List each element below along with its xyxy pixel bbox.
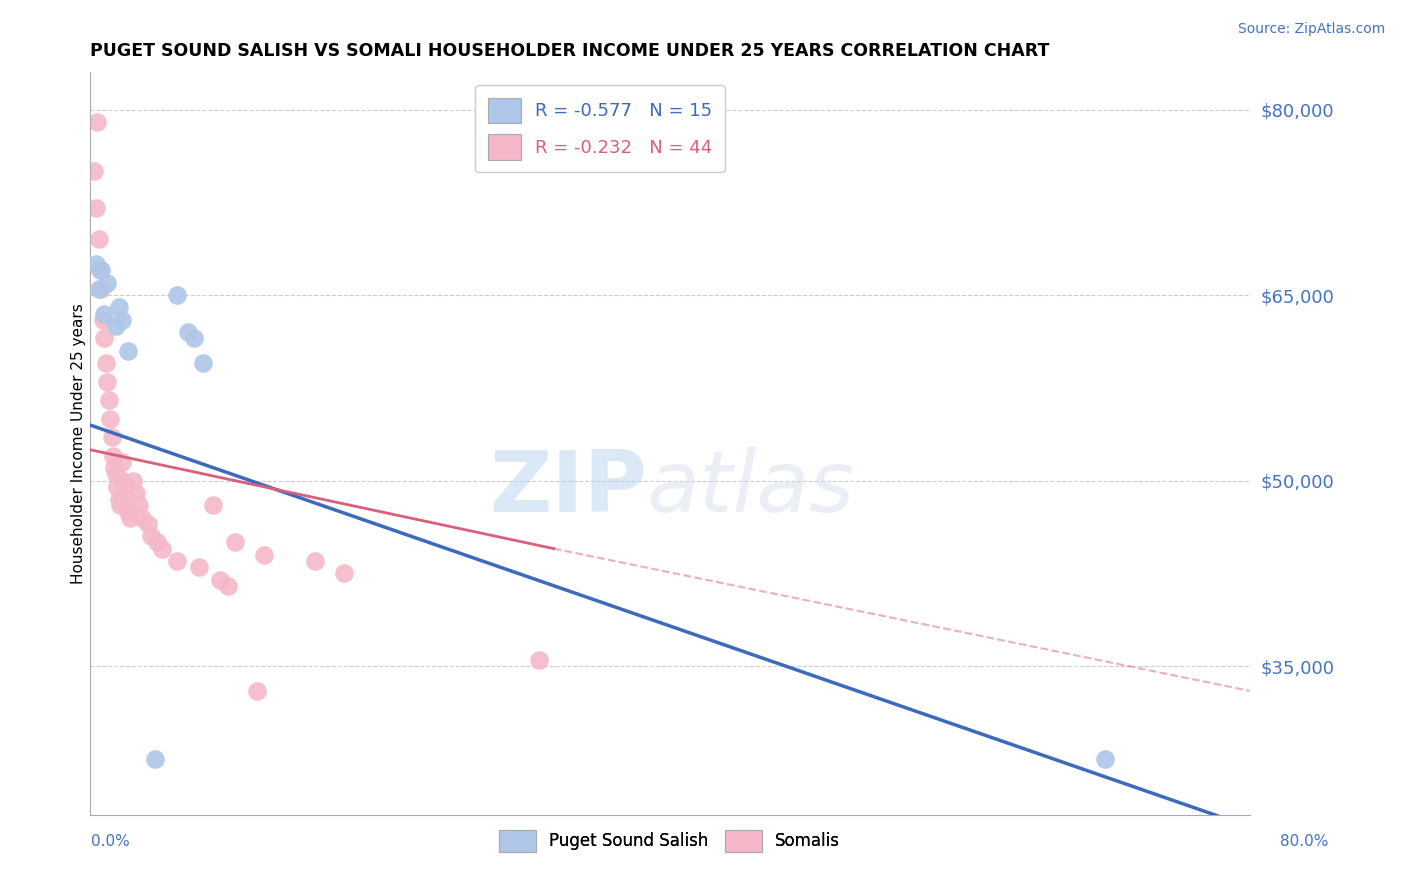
Point xyxy=(112,474,135,488)
Point xyxy=(103,461,125,475)
Point xyxy=(117,343,139,358)
Point xyxy=(1094,752,1116,766)
Point xyxy=(332,566,354,581)
Point xyxy=(245,684,267,698)
Legend: Puget Sound Salish, Somalis: Puget Sound Salish, Somalis xyxy=(492,823,846,858)
Point xyxy=(84,202,107,216)
Point xyxy=(93,331,115,345)
Text: 0.0%: 0.0% xyxy=(91,834,131,849)
Point xyxy=(87,282,110,296)
Point xyxy=(100,430,122,444)
Text: atlas: atlas xyxy=(647,447,855,530)
Point xyxy=(90,282,112,296)
Point xyxy=(125,486,148,500)
Point xyxy=(90,263,112,277)
Point xyxy=(108,301,131,315)
Point xyxy=(104,467,127,482)
Point xyxy=(87,232,110,246)
Point xyxy=(224,535,246,549)
Point xyxy=(93,307,115,321)
Point xyxy=(98,411,121,425)
Point xyxy=(143,752,166,766)
Point xyxy=(105,480,128,494)
Point xyxy=(117,504,139,518)
Text: ZIP: ZIP xyxy=(489,447,647,530)
Text: 80.0%: 80.0% xyxy=(1281,834,1329,849)
Point xyxy=(94,356,117,370)
Point xyxy=(114,480,136,494)
Point xyxy=(86,115,108,129)
Point xyxy=(191,356,214,370)
Point xyxy=(84,257,107,271)
Point xyxy=(217,579,239,593)
Point xyxy=(110,499,132,513)
Point xyxy=(304,554,326,568)
Point xyxy=(139,529,162,543)
Point xyxy=(177,325,200,339)
Text: PUGET SOUND SALISH VS SOMALI HOUSEHOLDER INCOME UNDER 25 YEARS CORRELATION CHART: PUGET SOUND SALISH VS SOMALI HOUSEHOLDER… xyxy=(90,42,1049,60)
Point xyxy=(111,455,134,469)
Point xyxy=(128,499,150,513)
Point xyxy=(166,288,188,302)
Point xyxy=(108,492,131,507)
Point xyxy=(131,510,153,524)
Text: Source: ZipAtlas.com: Source: ZipAtlas.com xyxy=(1237,22,1385,37)
Point xyxy=(122,474,145,488)
Point xyxy=(136,516,159,531)
Point xyxy=(115,492,138,507)
Point xyxy=(120,510,142,524)
Point xyxy=(97,393,120,408)
Point xyxy=(111,313,134,327)
Point xyxy=(187,560,209,574)
Point xyxy=(89,263,111,277)
Point xyxy=(209,573,232,587)
Point xyxy=(96,276,118,290)
Point xyxy=(145,535,167,549)
Point xyxy=(253,548,276,562)
Point xyxy=(529,653,551,667)
Point xyxy=(104,318,127,333)
Point xyxy=(166,554,188,568)
Point xyxy=(96,375,118,389)
Y-axis label: Householder Income Under 25 years: Householder Income Under 25 years xyxy=(72,303,86,584)
Point xyxy=(202,499,225,513)
Point xyxy=(91,313,114,327)
Point xyxy=(150,541,173,556)
Point xyxy=(101,449,124,463)
Point xyxy=(183,331,205,345)
Point xyxy=(83,164,105,178)
